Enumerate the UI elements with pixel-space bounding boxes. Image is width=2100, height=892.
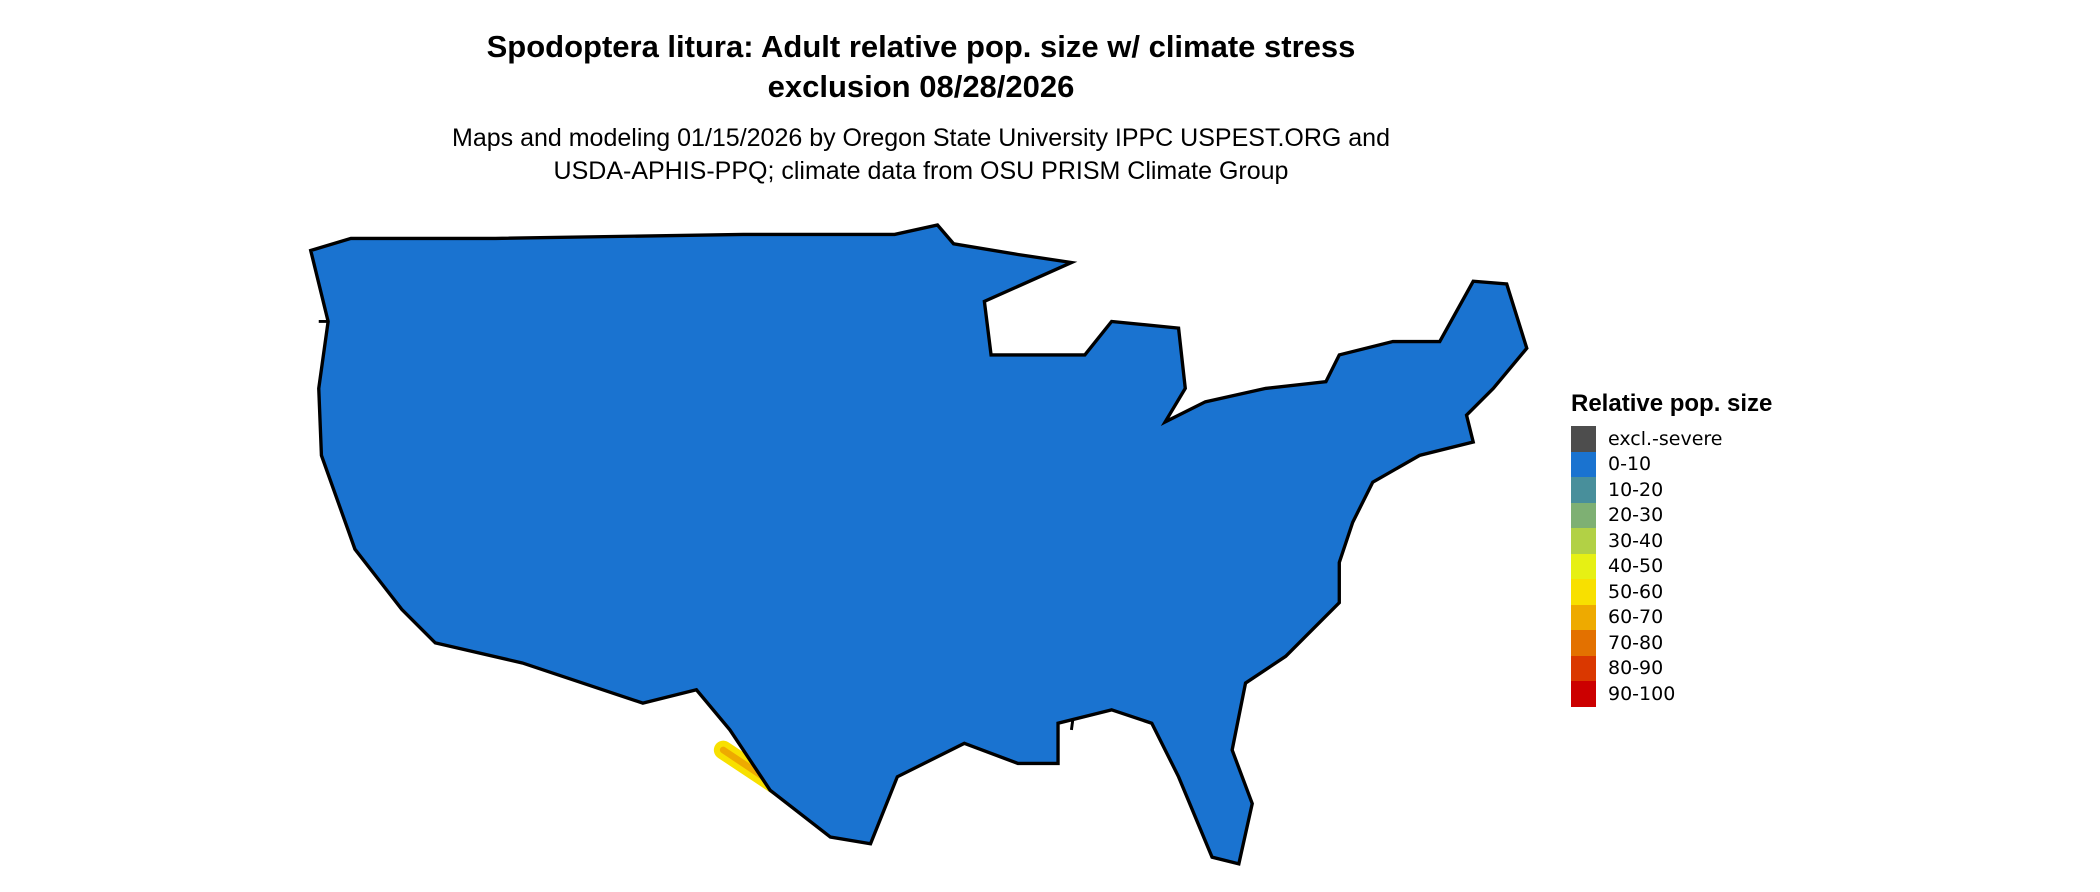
legend-label: 90-100 xyxy=(1608,682,1676,705)
legend-label: 40-50 xyxy=(1608,555,1664,578)
legend-item: excl.-severe xyxy=(1571,426,1772,452)
legend-item: 20-30 xyxy=(1571,502,1772,528)
legend-item: 60-70 xyxy=(1571,604,1772,630)
legend-swatch xyxy=(1571,630,1596,656)
title-line-2: exclusion 08/28/2026 xyxy=(767,69,1075,104)
legend-swatch xyxy=(1571,426,1596,452)
legend-swatch xyxy=(1571,579,1596,605)
legend-swatch xyxy=(1571,604,1596,630)
legend-item: 30-40 xyxy=(1571,528,1772,554)
legend-swatch xyxy=(1571,655,1596,681)
legend-label: 0-10 xyxy=(1608,453,1652,476)
map-title: Spodoptera litura: Adult relative pop. s… xyxy=(0,27,1842,107)
legend-label: 80-90 xyxy=(1608,657,1664,680)
legend-swatch xyxy=(1571,553,1596,579)
legend-swatch xyxy=(1571,451,1596,477)
legend-title: Relative pop. size xyxy=(1571,390,1773,417)
legend-label: 50-60 xyxy=(1608,580,1664,603)
legend-item: 50-60 xyxy=(1571,579,1772,605)
map-subtitle: Maps and modeling 01/15/2026 by Oregon S… xyxy=(0,122,1842,188)
legend-item: 10-20 xyxy=(1571,477,1772,503)
legend-label: 10-20 xyxy=(1608,478,1664,501)
legend-swatch xyxy=(1571,528,1596,554)
legend-label: 60-70 xyxy=(1608,606,1664,629)
legend-swatch xyxy=(1571,477,1596,503)
legend-item: 40-50 xyxy=(1571,553,1772,579)
legend-swatch xyxy=(1571,681,1596,707)
subtitle-line-2: USDA-APHIS-PPQ; climate data from OSU PR… xyxy=(553,157,1289,185)
legend-label: 30-40 xyxy=(1608,529,1664,552)
legend-item: 0-10 xyxy=(1571,451,1772,477)
legend-item: 80-90 xyxy=(1571,655,1772,681)
legend-label: 70-80 xyxy=(1608,631,1664,654)
title-line-1: Spodoptera litura: Adult relative pop. s… xyxy=(486,29,1356,64)
legend-item: 90-100 xyxy=(1571,681,1772,707)
legend-item: 70-80 xyxy=(1571,630,1772,656)
legend-swatch xyxy=(1571,502,1596,528)
legend-label: 20-30 xyxy=(1608,504,1664,527)
legend-label: excl.-severe xyxy=(1608,427,1723,450)
legend: Relative pop. size excl.-severe 0-10 10-20… xyxy=(1571,390,1772,707)
subtitle-line-1: Maps and modeling 01/15/2026 by Oregon S… xyxy=(452,124,1390,152)
